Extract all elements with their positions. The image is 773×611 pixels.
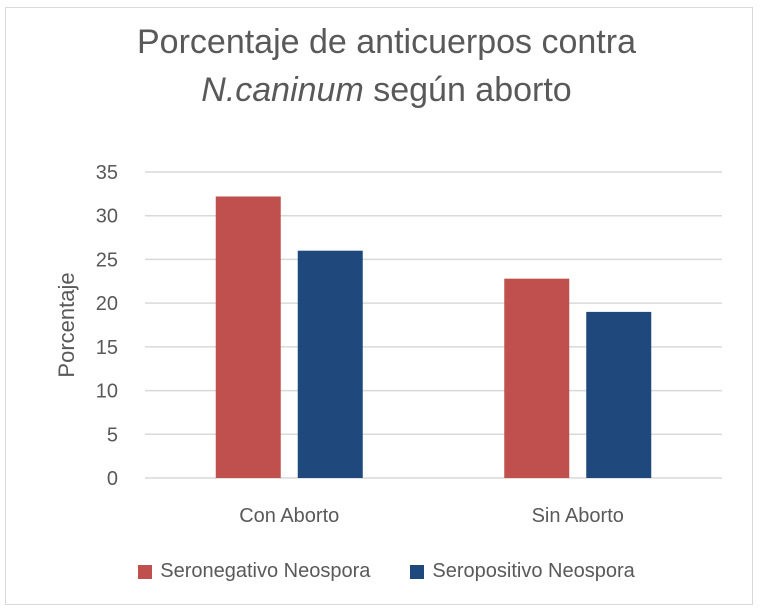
chart-title: Porcentaje de anticuerpos contra N.canin… [0, 18, 773, 114]
chart-frame [5, 7, 753, 605]
x-axis-ticks: Con Aborto Sin Aborto [239, 505, 624, 527]
y-tick-label: 0 [107, 468, 118, 490]
bar-seropositivo-1 [297, 250, 363, 478]
y-tick-label: 35 [96, 162, 118, 184]
chart-title-line1: Porcentaje de anticuerpos contra [137, 23, 636, 61]
bar-seronegativo-1 [215, 196, 281, 479]
y-axis-ticks: 0 5 10 15 20 25 30 35 [96, 162, 118, 490]
legend-swatch [410, 564, 425, 579]
legend-label: Seropositivo Neospora [432, 560, 635, 582]
y-tick-label: 30 [96, 206, 118, 228]
y-tick-label: 15 [96, 337, 118, 359]
chart-title-rest: según aborto [363, 71, 572, 109]
legend-swatch [138, 564, 153, 579]
y-tick-label: 25 [96, 249, 118, 271]
legend-item: Seronegativo Neospora [138, 560, 370, 583]
legend: Seronegativo Neospora Seropositivo Neospo… [0, 560, 773, 583]
legend-item: Seropositivo Neospora [410, 560, 635, 583]
chart-title-species: N.caninum [201, 71, 364, 109]
chart-title-line2: N.caninum según aborto [0, 66, 773, 114]
bars [215, 196, 652, 479]
bar-seronegativo-2 [504, 278, 570, 478]
y-axis-label: Porcentaje [54, 272, 79, 377]
y-tick-label: 20 [96, 293, 118, 315]
y-tick-label: 10 [96, 381, 118, 403]
bar-seropositivo-2 [586, 311, 652, 478]
x-tick-label: Sin Aborto [532, 505, 624, 527]
legend-label: Seronegativo Neospora [160, 560, 371, 582]
x-tick-label: Con Aborto [239, 505, 339, 527]
y-tick-label: 5 [107, 424, 118, 446]
